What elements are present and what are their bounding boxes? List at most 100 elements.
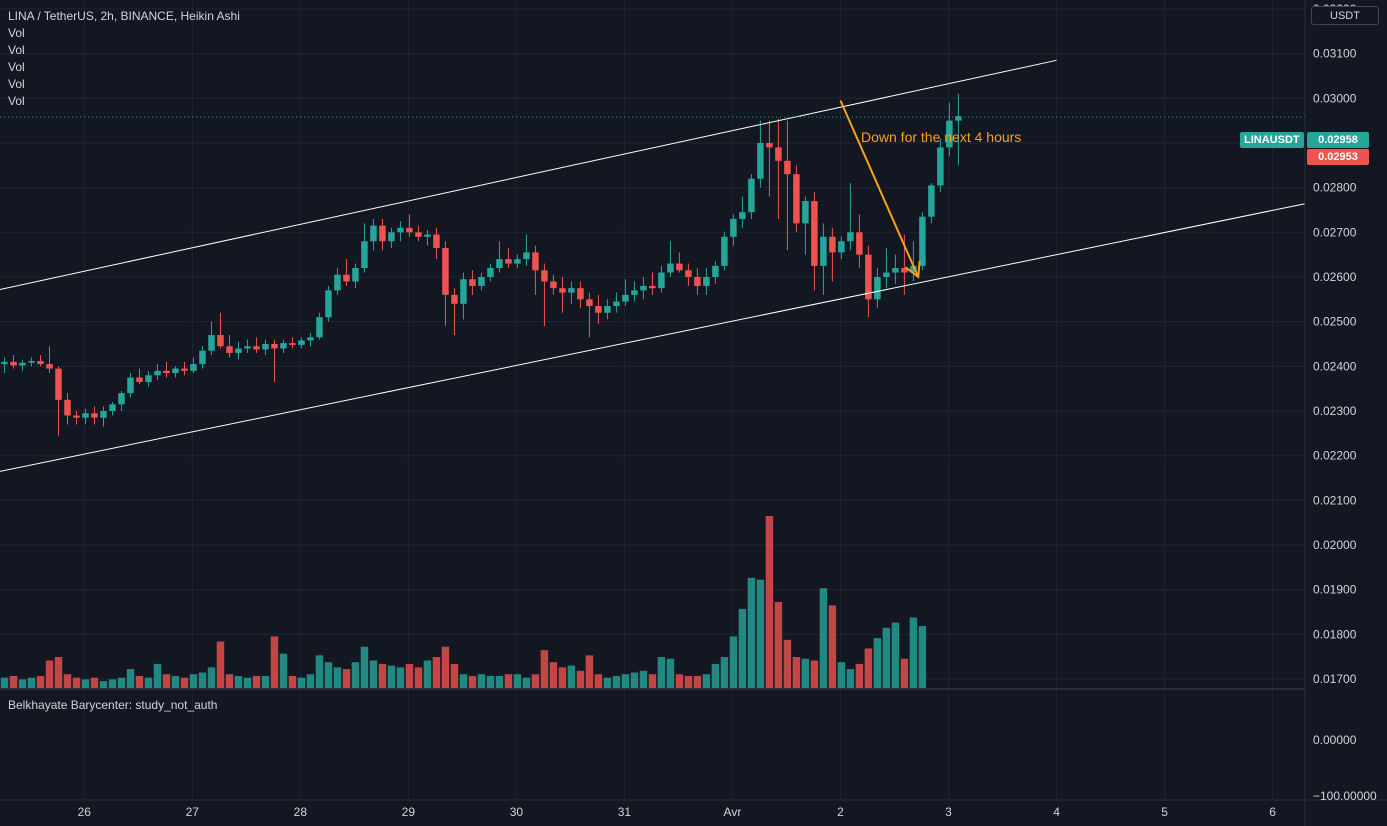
annotation-text[interactable]: Down for the next 4 hours: [861, 129, 1022, 145]
date-tick-label: 29: [402, 805, 416, 819]
candle-body: [478, 276, 485, 286]
candle-body: [262, 344, 269, 350]
vol-label[interactable]: Vol: [8, 77, 25, 91]
candle-body: [838, 241, 845, 253]
vol-label[interactable]: Vol: [8, 94, 25, 108]
candle-body: [163, 370, 170, 374]
volume-bar: [36, 675, 45, 688]
price-tick-label: 0.01800: [1313, 627, 1357, 641]
symbol-title: LINA / TetherUS, 2h, BINANCE, Heikin Ash…: [8, 9, 240, 23]
candle-body: [622, 294, 629, 302]
candle-body: [91, 413, 98, 418]
candle-body: [37, 360, 44, 365]
volume-bar: [711, 663, 720, 688]
candle-body: [136, 377, 143, 382]
candle-body: [73, 415, 80, 418]
volume-bar: [252, 675, 261, 688]
volume-bar: [216, 641, 225, 688]
volume-bar: [90, 677, 99, 688]
volume-bar: [837, 662, 846, 688]
candle-body: [892, 268, 899, 273]
price-tick-label: 0.02600: [1313, 270, 1357, 284]
candle-body: [613, 301, 620, 307]
candle-body: [442, 247, 449, 295]
vol-label[interactable]: Vol: [8, 26, 25, 40]
candle-body: [757, 142, 764, 179]
volume-bar: [360, 646, 369, 688]
price-tick-label: 0.03000: [1313, 91, 1357, 105]
volume-bar: [108, 679, 117, 688]
candle-body: [946, 120, 953, 148]
candle-body: [649, 285, 656, 289]
candle-body: [334, 274, 341, 291]
vol-label[interactable]: Vol: [8, 43, 25, 57]
candle-body: [703, 276, 710, 286]
volume-bar: [783, 639, 792, 688]
volume-bar: [495, 675, 504, 688]
volume-bar: [387, 665, 396, 688]
volume-bar: [225, 674, 234, 688]
date-tick-label: 28: [294, 805, 308, 819]
volume-bar: [657, 657, 666, 688]
candle-body: [361, 241, 368, 269]
volume-bar: [423, 660, 432, 688]
volume-bar: [909, 617, 918, 688]
volume-bar: [603, 677, 612, 688]
volume-bar: [441, 646, 450, 688]
candle-body: [145, 375, 152, 382]
price-tick-label: 0.02100: [1313, 493, 1357, 507]
indicator-label[interactable]: Belkhayate Barycenter: study_not_auth: [8, 698, 218, 712]
volume-bar: [558, 667, 567, 688]
volume-bar: [756, 579, 765, 688]
volume-bar: [198, 672, 207, 688]
volume-bar: [846, 669, 855, 688]
date-tick-label: 6: [1269, 805, 1276, 819]
symbol-price-tag: LINAUSDT: [1240, 132, 1304, 148]
candle-body: [910, 265, 917, 273]
volume-bar: [315, 655, 324, 688]
candle-body: [10, 361, 17, 366]
volume-bar: [324, 662, 333, 688]
volume-bar: [819, 588, 828, 688]
volume-bar: [738, 608, 747, 688]
candle-body: [316, 317, 323, 338]
price-tick-label: 0.02800: [1313, 181, 1357, 195]
candle-body: [496, 259, 503, 269]
price-tick-label: 0.02700: [1313, 225, 1357, 239]
volume-bar: [891, 622, 900, 688]
currency-button[interactable]: USDT: [1311, 6, 1379, 25]
candle-body: [19, 362, 26, 366]
volume-bar: [486, 675, 495, 688]
indicator-tick-label: 0.00000: [1313, 733, 1357, 747]
candle-body: [514, 259, 521, 264]
indicator-tick-label: −100.00000: [1313, 789, 1377, 803]
candle-body: [802, 201, 809, 224]
channel-trendline: [0, 203, 1306, 472]
prev-price-tag: 0.02953: [1307, 149, 1369, 165]
volume-bar: [900, 658, 909, 688]
candle-body: [640, 285, 647, 291]
volume-bar: [675, 674, 684, 688]
volume-bar: [378, 663, 387, 688]
candle-body: [577, 288, 584, 300]
chart-legend: LINA / TetherUS, 2h, BINANCE, Heikin Ash…: [8, 8, 240, 110]
vol-label[interactable]: Vol: [8, 60, 25, 74]
candle-body: [289, 343, 296, 345]
candle-body: [190, 364, 197, 371]
candle-body: [388, 232, 395, 242]
candle-body: [244, 346, 251, 349]
volume-bar: [261, 675, 270, 688]
price-tick-label: 0.02500: [1313, 315, 1357, 329]
volume-bar: [684, 675, 693, 688]
volume-bar: [585, 655, 594, 688]
volume-bar: [162, 674, 171, 688]
down-arrow-line: [839, 100, 920, 278]
candle-body: [658, 272, 665, 289]
candle-body: [397, 227, 404, 233]
candle-body: [109, 404, 116, 412]
candle-body: [766, 142, 773, 148]
candle-body: [280, 343, 287, 349]
candle-body: [955, 116, 962, 121]
candle-body: [820, 236, 827, 266]
